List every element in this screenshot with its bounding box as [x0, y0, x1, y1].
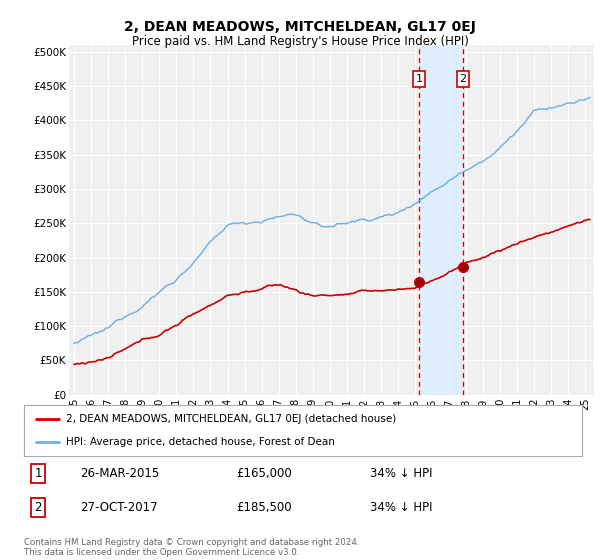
- Text: Contains HM Land Registry data © Crown copyright and database right 2024.
This d: Contains HM Land Registry data © Crown c…: [24, 538, 359, 557]
- Text: HPI: Average price, detached house, Forest of Dean: HPI: Average price, detached house, Fore…: [66, 437, 335, 447]
- Text: £165,000: £165,000: [236, 467, 292, 480]
- Text: 1: 1: [415, 74, 422, 84]
- Text: 34% ↓ HPI: 34% ↓ HPI: [370, 467, 433, 480]
- Text: 27-OCT-2017: 27-OCT-2017: [80, 501, 157, 514]
- Text: 34% ↓ HPI: 34% ↓ HPI: [370, 501, 433, 514]
- Text: 2, DEAN MEADOWS, MITCHELDEAN, GL17 0EJ: 2, DEAN MEADOWS, MITCHELDEAN, GL17 0EJ: [124, 20, 476, 34]
- Text: 2: 2: [460, 74, 467, 84]
- Text: 26-MAR-2015: 26-MAR-2015: [80, 467, 159, 480]
- Text: 1: 1: [34, 467, 42, 480]
- Bar: [419, 45, 463, 395]
- Text: 2: 2: [34, 501, 42, 514]
- Text: 2, DEAN MEADOWS, MITCHELDEAN, GL17 0EJ (detached house): 2, DEAN MEADOWS, MITCHELDEAN, GL17 0EJ (…: [66, 414, 396, 424]
- Text: £185,500: £185,500: [236, 501, 292, 514]
- Text: Price paid vs. HM Land Registry's House Price Index (HPI): Price paid vs. HM Land Registry's House …: [131, 35, 469, 48]
